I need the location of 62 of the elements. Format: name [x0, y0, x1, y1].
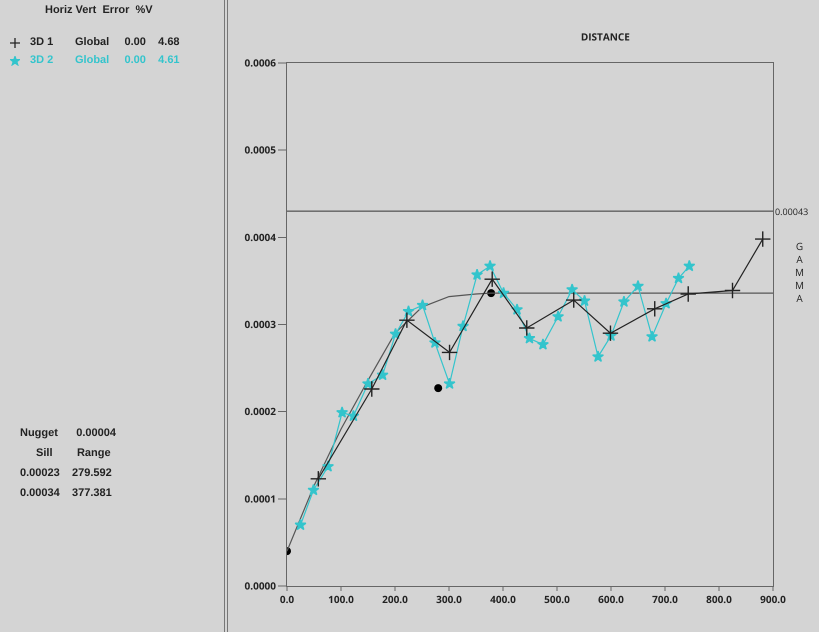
y-axis-title: GAMMA: [795, 239, 804, 305]
point: [398, 312, 416, 329]
point: [536, 338, 549, 350]
x-tick-label: 0.0: [280, 592, 294, 606]
point: [484, 260, 496, 272]
point: [402, 305, 415, 317]
text: Horiz Vert Error %V: [45, 4, 153, 16]
point: [646, 300, 664, 318]
point: [471, 268, 484, 280]
x-tick-label: 100.0: [328, 592, 354, 606]
point: [307, 484, 320, 496]
point: [336, 406, 348, 418]
x-tick-label: 300.0: [436, 592, 462, 606]
point: [376, 368, 389, 380]
point: [434, 384, 442, 392]
y-tick-label: 0.0005: [244, 142, 276, 157]
point: [592, 350, 604, 362]
x-tick-label: 200.0: [382, 592, 408, 606]
point: [672, 272, 685, 284]
point: [566, 283, 578, 295]
legend-label: 3D 1: [30, 36, 54, 48]
x-tick-label: 600.0: [598, 592, 624, 606]
point: [363, 380, 380, 398]
point: [518, 320, 536, 336]
y-tick-label: 0.0006: [244, 56, 276, 70]
point: [294, 518, 307, 530]
text: Global 0.00 4.68: [75, 36, 180, 48]
ref-line-label: 0.00043: [775, 205, 808, 218]
point: [724, 282, 741, 299]
point: [646, 330, 658, 342]
text: Global 0.00 4.61: [75, 54, 180, 66]
point: [444, 377, 456, 389]
x-tick-label: 500.0: [544, 592, 570, 606]
point: [416, 299, 429, 311]
point: [683, 260, 696, 272]
point: [680, 286, 697, 302]
y-tick-label: 0.0004: [244, 230, 276, 244]
point: [578, 294, 591, 306]
y-tick-label: 0.0002: [244, 404, 276, 418]
point: [523, 332, 536, 344]
y-tick-label: 0.0000: [244, 578, 276, 592]
legend-label: 3D 2: [30, 54, 54, 66]
point: [310, 470, 327, 488]
chart-title: DISTANCE: [580, 30, 630, 44]
text: 0.00034 377.381: [20, 487, 112, 499]
point: [552, 310, 564, 322]
point: [618, 296, 630, 308]
point: [441, 344, 458, 361]
point: [565, 292, 582, 308]
point: [484, 270, 501, 288]
y-tick-label: 0.0003: [244, 317, 276, 331]
point: [754, 230, 772, 248]
y-tick-label: 0.0001: [244, 491, 276, 506]
point: [632, 280, 644, 292]
point: [602, 324, 619, 342]
x-tick-label: 900.0: [760, 592, 786, 606]
x-tick-label: 700.0: [652, 592, 678, 606]
x-tick-label: 400.0: [490, 592, 516, 606]
x-tick-label: 800.0: [706, 592, 732, 606]
text: Sill Range: [36, 447, 111, 459]
text: 0.00023 279.592: [20, 467, 112, 479]
text: Nugget 0.00004: [20, 427, 116, 439]
